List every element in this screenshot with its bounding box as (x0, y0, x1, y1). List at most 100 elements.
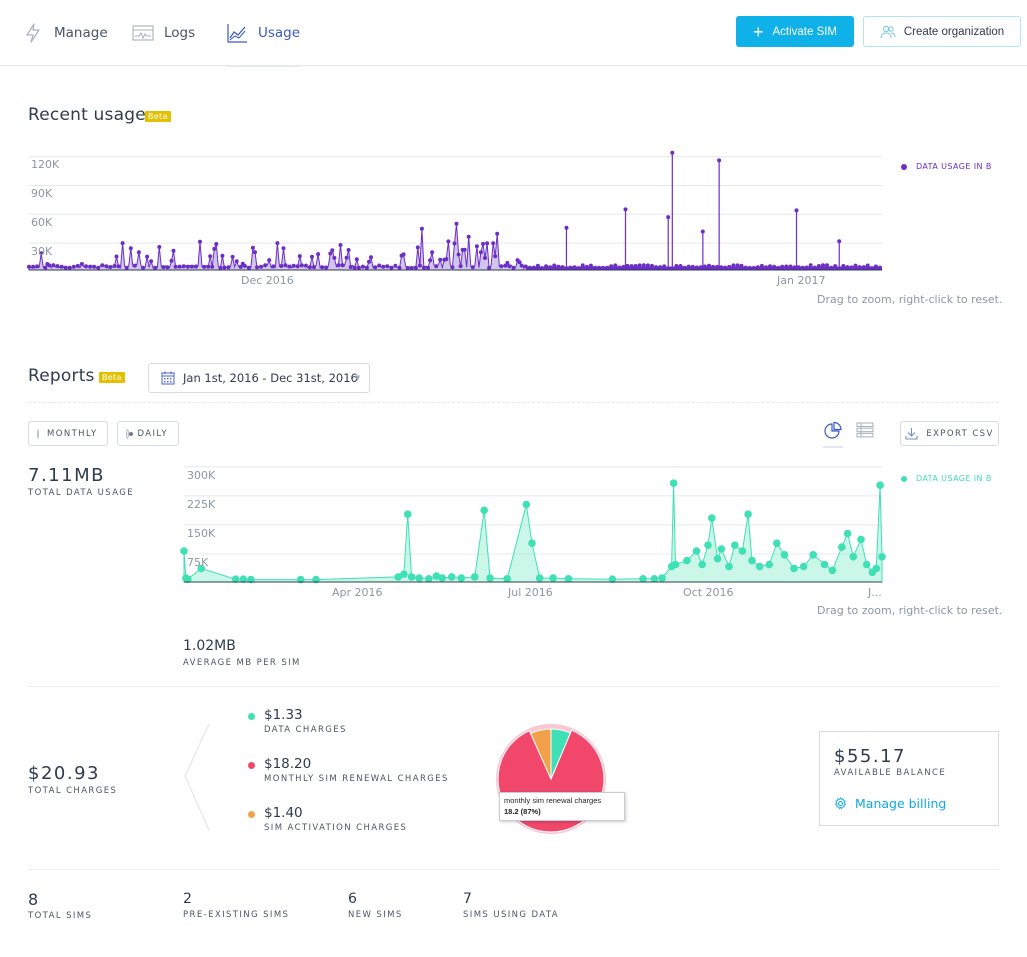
data-point (149, 259, 154, 264)
data-point (401, 252, 406, 257)
data-point (686, 264, 691, 269)
data-point (180, 547, 188, 555)
reports-title: Reports (28, 366, 95, 386)
divider (28, 402, 999, 403)
data-point (873, 264, 878, 269)
data-point (717, 545, 726, 553)
data-point (522, 500, 531, 509)
y-tick-label: 225K (187, 498, 216, 511)
data-point (674, 264, 679, 268)
data-point (755, 562, 764, 571)
data-point (226, 265, 231, 270)
charge-caption: SIM ACTIVATION CHARGES (264, 823, 408, 833)
data-point (338, 243, 343, 247)
data-point (421, 265, 426, 270)
data-point (804, 265, 809, 270)
data-point (185, 264, 190, 269)
tab-logs[interactable]: Logs (132, 0, 195, 66)
data-point (39, 251, 44, 256)
data-point (297, 254, 302, 259)
charge-value: $1.33 (264, 707, 303, 723)
data-point (438, 574, 447, 582)
balance-card: $55.17 AVAILABLE BALANCE Manage billing (819, 731, 999, 826)
reports-usage-chart[interactable]: 300K 225K 150K 75K Apr 2016 Jul 2016 Oct… (0, 462, 1027, 602)
bracket-divider (184, 723, 210, 831)
data-point (112, 264, 117, 268)
tab-manage[interactable]: Manage (22, 0, 108, 66)
data-point (59, 264, 64, 269)
pie-chart-icon (824, 421, 842, 439)
data-point (768, 264, 772, 269)
data-point (641, 263, 646, 268)
data-point (27, 264, 31, 269)
data-point (403, 510, 412, 518)
data-point (444, 257, 449, 262)
data-point (765, 560, 773, 569)
charge-value: $18.20 (264, 756, 312, 772)
data-point (430, 250, 435, 255)
tooltip-value: 18.2 (87%) (504, 807, 541, 816)
new-sims-caption: NEW SIMS (348, 910, 403, 920)
data-point (486, 574, 494, 582)
data-point (507, 264, 512, 269)
data-point (275, 241, 280, 246)
monthly-toggle[interactable]: MONTHLY (28, 421, 108, 446)
data-point (332, 255, 337, 260)
reports-legend[interactable]: DATA USAGE IN B (901, 474, 992, 483)
data-point (71, 264, 76, 269)
available-balance-value: $55.17 (834, 746, 906, 767)
data-point (808, 263, 813, 268)
data-point (212, 246, 217, 251)
legend-dot (901, 475, 907, 482)
data-point (116, 264, 121, 269)
data-point (120, 241, 125, 246)
recent-usage-chart[interactable]: 120K 90K 60K 30K Dec 2016 Jan 2017 (0, 145, 1027, 295)
data-point (588, 263, 593, 268)
data-point (878, 553, 886, 561)
data-point (413, 265, 418, 270)
date-range-picker[interactable]: Jan 1st, 2016 - Dec 31st, 2016 ▼ (148, 363, 370, 393)
data-point (222, 265, 227, 270)
charges-pie-chart[interactable] (494, 722, 614, 842)
data-point (853, 263, 858, 268)
data-point (717, 158, 722, 163)
recent-usage-legend[interactable]: DATA USAGE IN B (901, 162, 992, 171)
export-csv-button[interactable]: EXPORT CSV (900, 421, 999, 446)
tab-usage-label: Usage (258, 25, 301, 41)
tab-usage[interactable]: Usage (226, 0, 301, 67)
data-point (862, 560, 871, 569)
data-point (145, 254, 150, 259)
data-point (377, 263, 382, 268)
pie-view-button[interactable] (823, 421, 843, 448)
data-point (367, 259, 371, 264)
data-point (713, 554, 722, 563)
activate-sim-button[interactable]: + Activate SIM (736, 16, 854, 47)
radio-icon (37, 428, 39, 439)
data-point (764, 265, 768, 270)
total-data-usage-value: 7.11MB (28, 465, 105, 486)
data-point (434, 264, 439, 269)
data-point (238, 264, 243, 269)
data-point (47, 263, 52, 268)
data-point (328, 251, 333, 256)
data-point (88, 264, 93, 269)
data-point (31, 264, 36, 269)
data-point (344, 255, 349, 260)
data-point (584, 264, 589, 269)
data-point (645, 263, 650, 268)
data-point (671, 560, 680, 569)
daily-toggle[interactable]: DAILY (117, 421, 179, 446)
zoom-hint: Drag to zoom, right-click to reset. (817, 293, 1003, 306)
data-point (79, 262, 84, 266)
data-point (348, 265, 353, 269)
pie-slice[interactable] (550, 728, 572, 780)
data-point (470, 265, 475, 270)
data-point (623, 207, 628, 212)
data-point (263, 263, 268, 268)
data-point (478, 250, 483, 255)
data-point (702, 264, 707, 269)
data-point (462, 247, 467, 252)
create-organization-button[interactable]: Create organization (863, 16, 1021, 47)
manage-billing-link[interactable]: Manage billing (834, 796, 946, 811)
table-view-button[interactable] (856, 421, 874, 439)
